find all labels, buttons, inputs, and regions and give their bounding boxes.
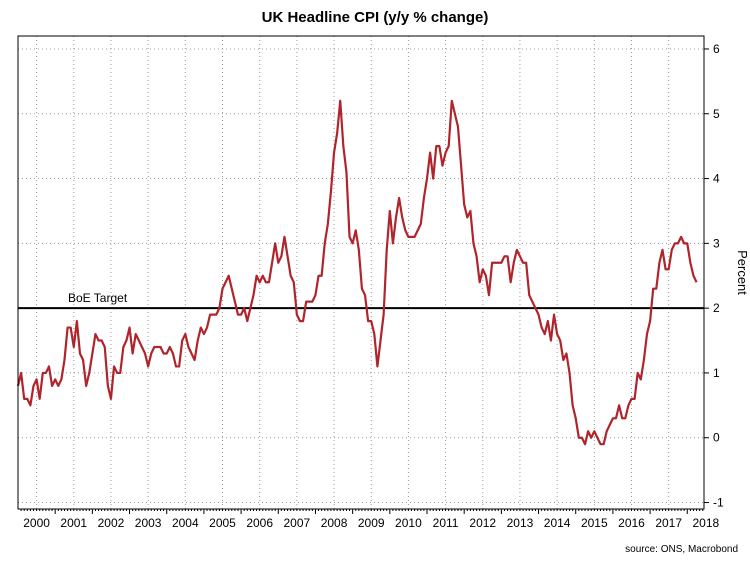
- y-axis-label: Percent: [735, 250, 750, 295]
- y-tick-label: 6: [713, 42, 720, 56]
- y-tick-label: 0: [713, 431, 720, 445]
- y-tick-label: 5: [713, 107, 720, 121]
- x-tick-label: 2015: [581, 516, 608, 530]
- boe-target-label: BoE Target: [68, 291, 128, 305]
- y-tick-label: 2: [713, 301, 720, 315]
- cpi-series-line: [16, 99, 698, 446]
- x-tick-label: 2017: [655, 516, 682, 530]
- x-tick-label: 2009: [358, 516, 385, 530]
- chart-title: UK Headline CPI (y/y % change): [262, 9, 489, 26]
- y-tick-label: -1: [713, 496, 724, 510]
- x-tick-label: 2008: [321, 516, 348, 530]
- series-layer: [16, 99, 698, 446]
- plot-frame: [17, 35, 705, 510]
- x-tick-label: 2000: [23, 516, 50, 530]
- x-tick-label: 2011: [433, 516, 459, 530]
- y-tick-label: 1: [713, 366, 720, 380]
- x-tick-label: 2002: [98, 516, 125, 530]
- x-axis-ticks: 2000 2001 2002 2003 2004 2005 2006 2007 2008 2009…: [20, 509, 720, 530]
- x-tick-label: 2006: [246, 516, 273, 530]
- x-tick-label: 2010: [395, 516, 422, 530]
- x-tick-label: 2016: [618, 516, 645, 530]
- y-tick-label: 3: [713, 236, 720, 250]
- x-tick-label: 2003: [135, 516, 162, 530]
- y-tick-label: 4: [713, 172, 720, 186]
- x-tick-label: 2004: [172, 516, 199, 530]
- boe-target-group: BoE Target: [18, 291, 704, 310]
- x-tick-label: 2001: [60, 516, 87, 530]
- x-tick-label: 2013: [507, 516, 534, 530]
- y-axis-ticks: -1 0 1 2 3 4 5 6: [704, 42, 724, 510]
- x-tick-label: 2005: [209, 516, 236, 530]
- x-tick-label: 2012: [469, 516, 496, 530]
- source-note: source: ONS, Macrobond: [625, 544, 738, 555]
- x-tick-label: 2014: [544, 516, 571, 530]
- x-tick-label: 2018: [693, 516, 720, 530]
- x-tick-label: 2007: [284, 516, 311, 530]
